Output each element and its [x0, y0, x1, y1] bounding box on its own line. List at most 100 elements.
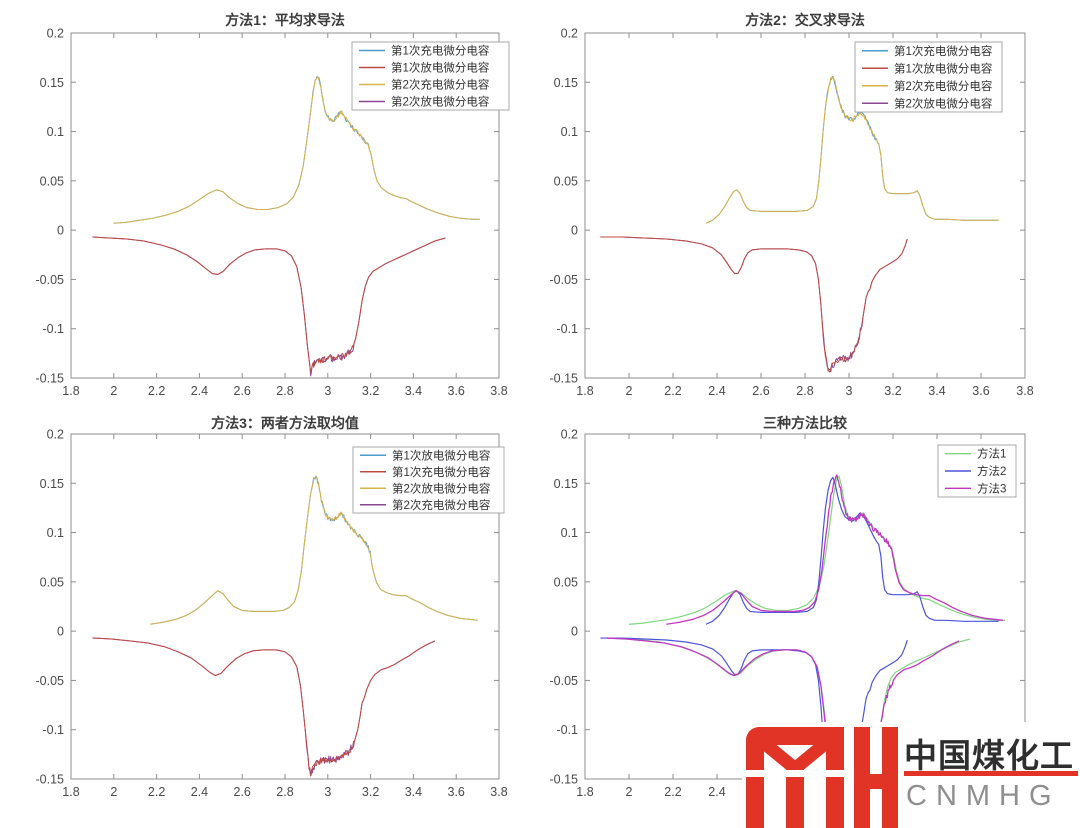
tick-marks	[70, 433, 500, 780]
y-tick-label: 0.15	[40, 76, 64, 90]
legend-label: 第1次充电微分电容	[391, 44, 490, 58]
y-tick-label: -0.1	[42, 322, 64, 336]
y-tick-label: 0.05	[554, 174, 578, 188]
y-tick-label: 0.15	[40, 477, 64, 491]
tick-marks	[584, 32, 1026, 379]
legend-box	[351, 41, 510, 111]
legend-label: 第1次放电微分电容	[894, 61, 993, 75]
legend-label: 第2次充电微分电容	[391, 78, 490, 92]
y-tick-label: 0.1	[561, 125, 578, 139]
y-tick-label: 0.15	[554, 76, 578, 90]
tick-labels: 1.8 2 2.2 2.4 2.6 2.8 3 3.2 3.4 3.6 3.8 -0.15 -0.1 -0…	[36, 27, 508, 399]
series-line-第1次充电微分电容	[92, 637, 436, 777]
x-tick-label: 2.2	[664, 785, 681, 799]
legend-label: 第2次放电微分电容	[391, 95, 490, 109]
subplot-method2: 1.8 2 2.2 2.4 2.6 2.8 3 3.2 3.4 3.6 3.8 -0.15 -0.1 -0…	[550, 12, 1034, 398]
y-tick-label: 0.1	[561, 526, 578, 540]
y-tick-label: -0.05	[36, 674, 65, 688]
x-tick-label: 2	[626, 384, 633, 398]
y-tick-label: 0	[571, 224, 578, 238]
series-line-方法2	[705, 476, 999, 625]
x-tick-label: 1.8	[576, 384, 593, 398]
legend-label: 第1次充电微分电容	[392, 465, 491, 479]
y-tick-label: -0.05	[550, 674, 579, 688]
y-tick-label: 0.1	[47, 526, 64, 540]
x-tick-label: 3.6	[448, 384, 465, 398]
tick-labels: 1.8 2 2.2 2.4 2.6 2.8 3 3.2 3.4 3.6 3.8 -0.15 -0.1 -0…	[36, 428, 508, 800]
plot-title: 方法1：平均求导法	[225, 12, 345, 28]
x-tick-label: 3.4	[405, 785, 422, 799]
y-tick-label: -0.15	[36, 773, 65, 787]
watermark-cn-text: 中国煤化工	[904, 737, 1074, 774]
series-line-第2次放电微分电容	[92, 236, 446, 377]
legend: 方法1 方法2 方法3	[937, 444, 1017, 498]
legend-label: 方法2	[977, 464, 1006, 478]
y-tick-label: -0.05	[36, 273, 65, 287]
x-tick-label: 1.8	[62, 384, 79, 398]
cnmhg-logo-icon	[746, 727, 898, 828]
x-tick-label: 3.2	[362, 785, 379, 799]
x-tick-label: 3	[846, 384, 853, 398]
x-tick-label: 3.6	[448, 785, 465, 799]
legend-box	[854, 41, 1003, 113]
x-tick-label: 3.4	[405, 384, 422, 398]
legend-label: 第2次放电微分电容	[392, 481, 491, 495]
y-tick-label: -0.15	[36, 372, 65, 386]
x-tick-label: 2.4	[191, 384, 208, 398]
x-tick-label: 3	[324, 384, 331, 398]
tick-labels: 1.8 2 2.2 2.4 2.6 2.8 3 3.2 3.4 3.6 3.8 -0.15 -0.1 -0…	[550, 27, 1034, 399]
y-tick-label: 0.05	[40, 174, 64, 188]
x-tick-label: 2.4	[191, 785, 208, 799]
y-tick-label: 0.2	[561, 27, 578, 41]
series-line-第2次放电微分电容	[600, 236, 908, 373]
x-tick-label: 1.8	[576, 785, 593, 799]
y-tick-label: 0	[57, 224, 64, 238]
x-tick-label: 2.8	[276, 785, 293, 799]
x-tick-label: 2	[626, 785, 633, 799]
x-tick-label: 3.8	[490, 384, 507, 398]
x-tick-label: 2.2	[148, 785, 165, 799]
plot-title: 方法2：交叉求导法	[745, 12, 865, 28]
x-tick-label: 1.8	[62, 785, 79, 799]
plot-title: 方法3：两者方法取均值	[211, 415, 359, 431]
x-tick-label: 2.2	[148, 384, 165, 398]
series-line-第1次放电微分电容	[600, 236, 908, 373]
legend-label: 第2次充电微分电容	[894, 79, 993, 93]
series-line-第2次放电微分电容	[150, 477, 478, 625]
y-tick-label: 0.15	[554, 477, 578, 491]
legend-label: 方法3	[977, 481, 1006, 495]
x-tick-label: 2.4	[708, 785, 725, 799]
x-tick-label: 2.8	[276, 384, 293, 398]
x-tick-label: 2.6	[752, 384, 769, 398]
watermark-underline	[904, 771, 1078, 776]
subplot-method3: 1.8 2 2.2 2.4 2.6 2.8 3 3.2 3.4 3.6 3.8 -0.15 -0.1 -0…	[36, 415, 508, 799]
y-tick-label: -0.15	[550, 372, 579, 386]
x-tick-label: 2.2	[664, 384, 681, 398]
x-tick-label: 2.6	[234, 785, 251, 799]
tick-marks	[70, 32, 500, 379]
legend-label: 第1次放电微分电容	[392, 448, 491, 462]
series-line-第2次充电微分电容	[92, 637, 436, 777]
plot-title: 三种方法比较	[763, 415, 847, 431]
legend-label: 方法1	[977, 447, 1006, 461]
legend-label: 第2次放电微分电容	[894, 96, 993, 110]
x-tick-label: 2.8	[796, 384, 813, 398]
series-line-方法2	[600, 637, 908, 775]
y-tick-label: 0.2	[561, 428, 578, 442]
x-tick-label: 2.4	[708, 384, 725, 398]
y-tick-label: -0.1	[556, 723, 578, 737]
x-tick-label: 2	[110, 785, 117, 799]
y-tick-label: 0	[57, 625, 64, 639]
x-tick-label: 3.6	[972, 384, 989, 398]
x-tick-label: 3	[324, 785, 331, 799]
watermark-en-text: CNMHG	[906, 780, 1061, 812]
series-line-第2次充电微分电容	[705, 76, 999, 224]
subplot-method1: 1.8 2 2.2 2.4 2.6 2.8 3 3.2 3.4 3.6 3.8 -0.15 -0.1 -0…	[36, 12, 510, 398]
y-tick-label: 0.1	[47, 125, 64, 139]
x-tick-label: 3.4	[928, 384, 945, 398]
y-tick-label: 0.2	[47, 428, 64, 442]
